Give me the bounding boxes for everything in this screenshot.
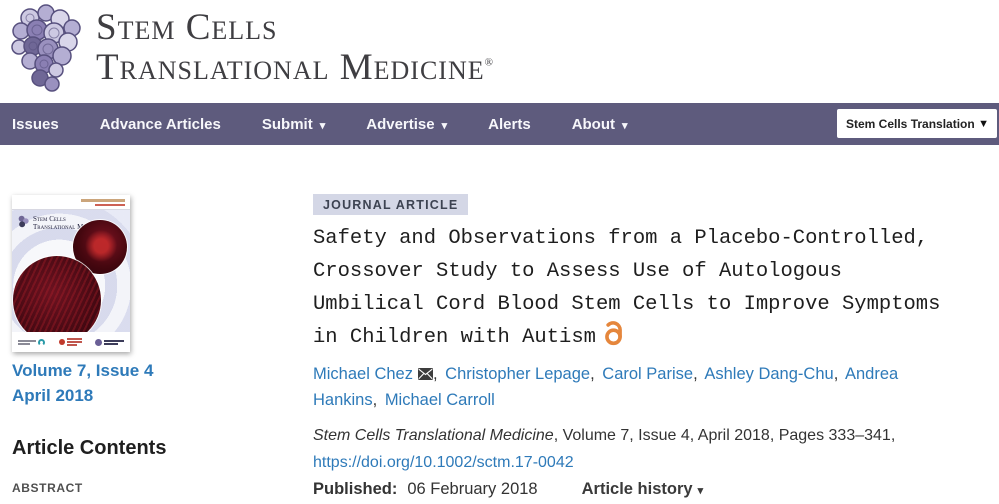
published-date: 06 February 2018	[407, 480, 538, 498]
cover-partner-logo-1	[18, 338, 45, 346]
article-contents-heading: Article Contents	[12, 437, 167, 459]
journal-name-line2: Translational Medicine®	[96, 46, 494, 88]
article-title: Safety and Observations from a Placebo-C…	[313, 227, 941, 349]
cover-micrograph-large	[13, 256, 101, 344]
cover-partner-logo-3	[95, 338, 124, 346]
cover-partner-logo-2	[58, 338, 82, 346]
open-access-lock-icon[interactable]	[602, 321, 625, 346]
cover-issue-microtext	[81, 199, 125, 202]
nav-item-advertise[interactable]: Advertise ▾	[366, 115, 448, 133]
author-list: Michael Chez , Christopher Lepage, Carol…	[313, 361, 968, 413]
author-separator: ,	[833, 365, 839, 383]
cover-footer-logos	[12, 332, 130, 352]
author-separator: ,	[432, 365, 438, 383]
issue-date-link[interactable]: April 2018	[12, 386, 94, 405]
cover-top-band	[12, 195, 130, 210]
journal-select-value: Stem Cells Translational Medicine	[846, 116, 974, 131]
journal-cover-thumbnail[interactable]: Stem Cells Translational Medicine	[12, 195, 130, 352]
cover-artwork: Stem Cells Translational Medicine	[12, 210, 130, 344]
author-separator: ,	[590, 365, 595, 383]
cover-mini-wordmark: Stem Cells Translational Medicine	[33, 215, 104, 232]
author-link[interactable]: Carol Parise	[602, 365, 694, 383]
article-main: JOURNAL ARTICLE Safety and Observations …	[313, 194, 985, 499]
chevron-down-icon: ▾	[319, 119, 326, 132]
journal-name-line1: Stem Cells	[96, 7, 278, 48]
select-caret-down-icon: ▼	[978, 117, 989, 130]
nav-item-advance-articles[interactable]: Advance Articles	[99, 115, 221, 133]
chevron-down-icon: ▾	[622, 119, 628, 132]
cover-mini-logo: Stem Cells Translational Medicine	[17, 215, 103, 231]
publication-row: Published: 06 February 2018 Article hist…	[313, 480, 985, 499]
issue-link-block: Volume 7, Issue 4 April 2018	[12, 358, 292, 408]
journal-logo-cell-cluster-icon	[11, 4, 81, 92]
nav-item-issues[interactable]: Issues	[12, 115, 59, 133]
author-link[interactable]: Ashley Dang-Chu	[704, 365, 834, 383]
author-separator: ,	[693, 365, 698, 383]
site-header: Stem Cells Translational Medicine®	[0, 0, 999, 103]
author-link[interactable]: Andrea Hankins	[313, 365, 899, 409]
author-link[interactable]: Christopher Lepage	[445, 365, 591, 383]
cover-url-microtext	[95, 204, 125, 206]
citation-line: Stem Cells Translational Medicine, Volum…	[313, 422, 968, 476]
registered-mark: ®	[484, 56, 494, 69]
citation-journal-name: Stem Cells Translational Medicine	[313, 427, 554, 444]
cover-mini-cluster-icon	[18, 215, 29, 228]
journal-select[interactable]: Stem Cells Translational Medicine ▼	[837, 109, 997, 138]
author-separator: ,	[372, 391, 378, 409]
author-link[interactable]: Michael Carroll	[384, 391, 495, 409]
citation-details: , Volume 7, Issue 4, April 2018, Pages 3…	[553, 427, 896, 444]
chevron-down-icon: ▾	[697, 485, 704, 497]
author-link[interactable]: Michael Chez	[313, 365, 413, 383]
article-type-badge: JOURNAL ARTICLE	[313, 194, 469, 215]
article-history-toggle[interactable]: Article history ▾	[581, 480, 704, 498]
main-nav: Issues Advance Articles Submit ▾ Adverti…	[0, 103, 999, 145]
nav-item-alerts[interactable]: Alerts	[488, 115, 531, 133]
published-label: Published:	[313, 480, 398, 498]
nav-item-submit[interactable]: Submit ▾	[261, 115, 326, 133]
doi-link[interactable]: https://doi.org/10.1002/sctm.17-0042	[313, 454, 574, 471]
journal-wordmark: Stem Cells Translational Medicine®	[96, 8, 494, 88]
nav-item-about[interactable]: About ▾	[571, 115, 628, 133]
contents-item-abstract[interactable]: Abstract	[12, 477, 83, 496]
chevron-down-icon: ▾	[441, 119, 448, 132]
email-envelope-icon[interactable]	[417, 368, 433, 380]
volume-issue-link[interactable]: Volume 7, Issue 4	[12, 361, 154, 380]
